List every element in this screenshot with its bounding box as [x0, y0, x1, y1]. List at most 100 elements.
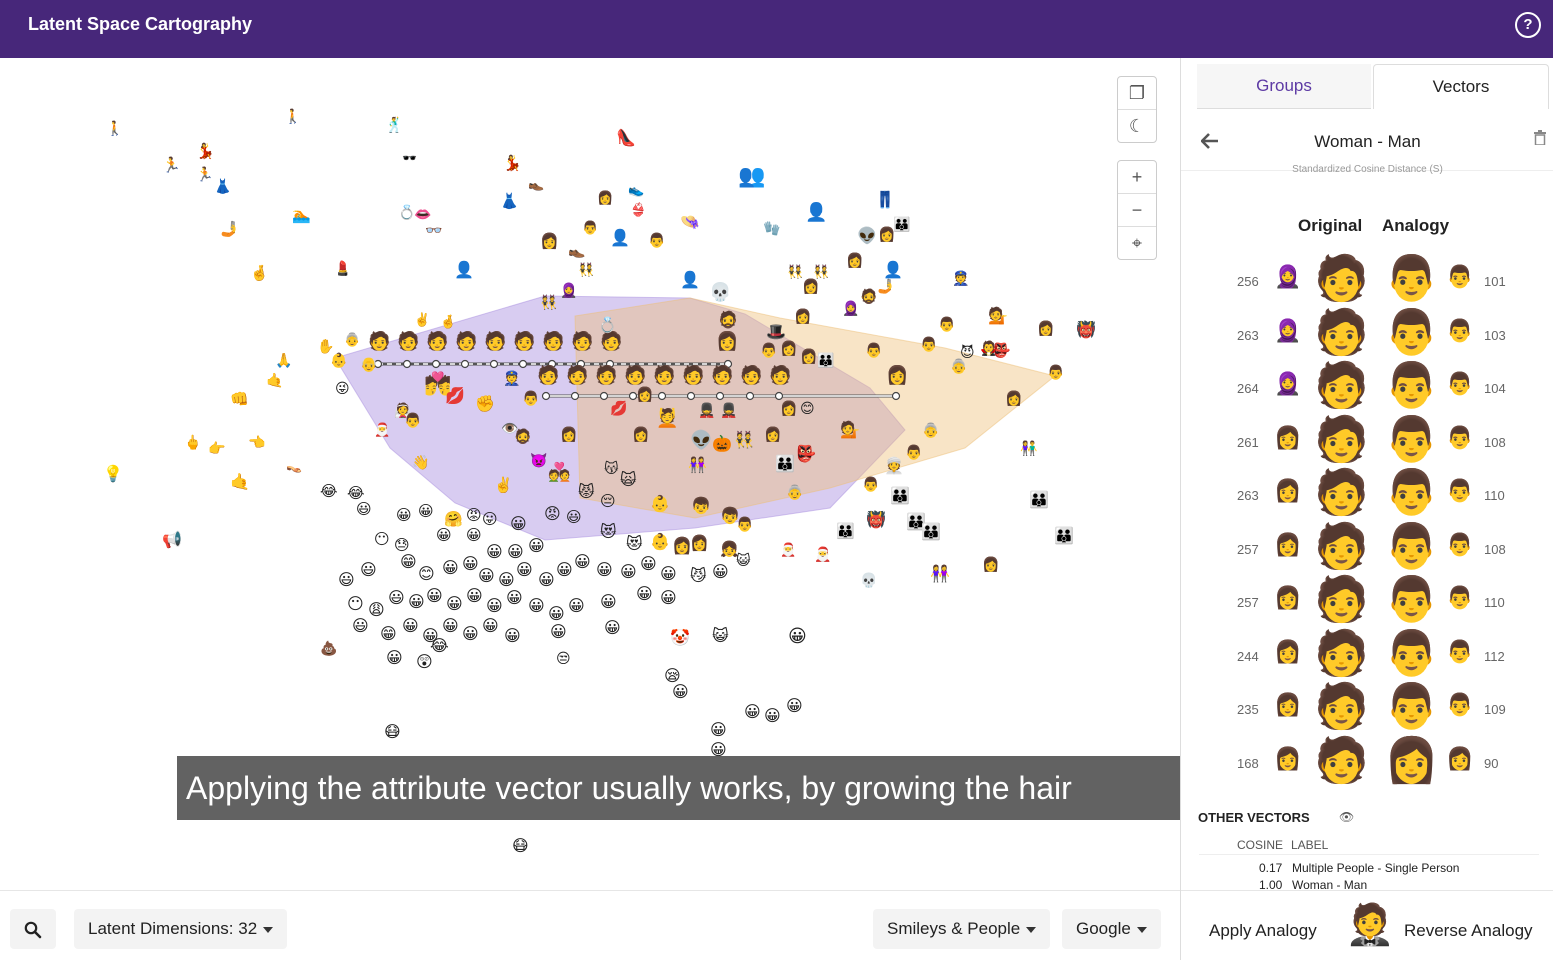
analogy-column-header: Analogy — [1382, 216, 1450, 235]
category-dropdown[interactable]: Smileys & People — [873, 909, 1051, 949]
analogy-distance: 110 — [1484, 488, 1505, 503]
analogy-row[interactable]: 168 👩 🧑 👩 👩 90 — [1181, 738, 1553, 791]
panel-actions: Apply Analogy 🤵 Reverse Analogy — [1181, 890, 1553, 961]
analogy-emoji: 👨 — [1384, 628, 1439, 678]
other-vector-label[interactable]: Multiple People - Single Person — [1292, 861, 1460, 875]
other-vectors-title: OTHER VECTORS — [1198, 810, 1310, 825]
analogy-emoji: 👨 — [1384, 414, 1439, 464]
original-emoji: 🧑 — [1314, 682, 1369, 731]
original-source-emoji: 👩 — [1274, 478, 1302, 503]
app-header: Latent Space Cartography ? — [0, 0, 1553, 58]
eye-icon[interactable]: 👁 — [1339, 810, 1355, 824]
original-source-emoji: 🧕 — [1274, 371, 1302, 396]
analogy-source-emoji: 👨 — [1446, 478, 1474, 503]
original-source-emoji: 👩 — [1274, 745, 1302, 771]
analogy-emoji: 👩 — [1384, 735, 1439, 785]
analogy-row[interactable]: 257 👩 🧑 👨 👨 108 — [1181, 524, 1553, 577]
analogy-distance: 110 — [1484, 595, 1505, 610]
analogy-row[interactable]: 263 🧕 🧑 👨 👨 103 — [1181, 310, 1553, 363]
category-label: Smileys & People — [887, 919, 1021, 938]
distance-caption: Standardized Cosine Distance (S) — [1292, 164, 1443, 174]
back-arrow-icon[interactable] — [1200, 132, 1219, 155]
original-distance: 168 — [1237, 755, 1259, 771]
analogy-distance: 108 — [1484, 541, 1506, 557]
analogy-distance: 104 — [1484, 381, 1506, 396]
analogy-row[interactable]: 256 🧕 🧑 👨 👨 101 — [1181, 256, 1553, 309]
trash-icon[interactable] — [1534, 130, 1546, 146]
analogy-source-emoji: 👨 — [1446, 424, 1474, 450]
analogy-source-emoji: 👨 — [1446, 692, 1474, 717]
original-emoji: 🧑 — [1314, 307, 1369, 357]
zoom-out-button[interactable]: − — [1118, 194, 1156, 227]
analogy-distance: 90 — [1484, 755, 1499, 771]
analogy-emoji: 👨 — [1384, 307, 1439, 357]
original-distance: 263 — [1237, 327, 1259, 343]
analogy-distance: 112 — [1484, 648, 1505, 664]
original-distance: 257 — [1237, 541, 1259, 557]
tab-groups[interactable]: Groups — [1197, 64, 1371, 109]
other-vector-label[interactable]: Woman - Man — [1292, 878, 1368, 892]
original-source-emoji: 👩 — [1274, 638, 1302, 664]
source-label: Google — [1076, 919, 1131, 938]
analogy-distance: 103 — [1484, 327, 1506, 343]
original-source-emoji: 👩 — [1274, 531, 1302, 557]
original-emoji: 🧑 — [1314, 468, 1369, 517]
original-emoji: 🧑 — [1314, 414, 1369, 464]
original-distance: 263 — [1237, 488, 1259, 503]
divider — [1199, 854, 1539, 855]
apply-analogy-button[interactable]: Apply Analogy — [1209, 921, 1317, 940]
original-distance: 244 — [1237, 648, 1259, 664]
analogy-source-emoji: 👩 — [1446, 745, 1474, 771]
analogy-emoji: 👨 — [1384, 468, 1439, 517]
analogy-row[interactable]: 264 🧕 🧑 👨 👨 104 — [1181, 363, 1553, 416]
original-emoji: 🧑 — [1314, 575, 1369, 624]
original-source-emoji: 👩 — [1274, 692, 1302, 717]
chevron-down-icon — [1026, 926, 1037, 933]
original-source-emoji: 🧕 — [1274, 317, 1302, 343]
analogy-emoji: 👨 — [1384, 254, 1439, 303]
vector-title: Woman - Man — [1314, 132, 1421, 151]
search-button[interactable] — [10, 909, 56, 949]
analogy-distance: 109 — [1484, 702, 1506, 717]
original-emoji: 🧑 — [1314, 254, 1369, 303]
latent-dimensions-dropdown[interactable]: Latent Dimensions: 32 — [74, 909, 288, 949]
original-emoji: 🧑 — [1314, 361, 1369, 410]
original-emoji: 🧑 — [1314, 735, 1369, 785]
night-mode-button[interactable]: ☾ — [1128, 116, 1146, 136]
analogy-row[interactable]: 263 👩 🧑 👨 👨 110 — [1181, 470, 1553, 523]
source-dropdown[interactable]: Google — [1062, 909, 1161, 949]
help-icon[interactable]: ? — [1515, 12, 1541, 38]
fullscreen-button[interactable]: ❐ — [1118, 77, 1156, 110]
analogy-source-emoji: 👨 — [1446, 585, 1474, 610]
tab-vectors[interactable]: Vectors — [1373, 64, 1549, 109]
analogy-source-emoji: 👨 — [1446, 531, 1474, 557]
original-emoji: 🧑 — [1314, 628, 1369, 678]
analogy-emoji: 👨 — [1384, 521, 1439, 571]
analogy-row[interactable]: 257 👩 🧑 👨 👨 110 — [1181, 577, 1553, 630]
original-distance: 235 — [1237, 702, 1259, 717]
chevron-down-icon — [1136, 926, 1147, 933]
original-column-header: Original — [1298, 216, 1363, 235]
video-caption: Applying the attribute vector usually wo… — [177, 756, 1180, 820]
analogy-row[interactable]: 261 👩 🧑 👨 👨 108 — [1181, 417, 1553, 470]
recenter-button[interactable]: ⌖ — [1131, 233, 1143, 253]
original-distance: 256 — [1237, 274, 1259, 289]
original-source-emoji: 👩 — [1274, 424, 1302, 450]
analogy-source-emoji: 👨 — [1446, 317, 1474, 343]
hull-layer — [334, 295, 1057, 541]
cosine-column-header: COSINE — [1237, 838, 1284, 852]
latent-space-canvas[interactable]: 🧑 🧑 🧑 🧑 🧑 🧑 🧑 🧑 🧑 👩 🧑 🧑 🧑 🧑 🧑 🧑 🧑 🧑 🧑 👩 🚶 🚶 🕺 🏃 💃 🏃 👗 👠 🕶️ 💃 👗 👞 👥 👩 👟 👙 👒… — [0, 58, 1180, 890]
reverse-analogy-button[interactable]: Reverse Analogy — [1404, 921, 1533, 940]
analogy-row[interactable]: 235 👩 🧑 👨 👨 109 — [1181, 684, 1553, 737]
group-hull-man — [574, 297, 1057, 519]
latent-dimensions-label: Latent Dimensions: 32 — [88, 919, 258, 938]
original-emoji: 🧑 — [1314, 521, 1369, 571]
original-source-emoji: 👩 — [1274, 585, 1302, 610]
original-source-emoji: 🧕 — [1274, 264, 1302, 289]
other-vector-cosine: 0.17 — [1259, 861, 1283, 875]
other-vector-cosine: 1.00 — [1259, 878, 1283, 892]
analogy-row[interactable]: 244 👩 🧑 👨 👨 112 — [1181, 631, 1553, 684]
group-hull-woman — [334, 295, 906, 541]
analogy-source-emoji: 👨 — [1446, 264, 1474, 289]
zoom-in-button[interactable]: + — [1118, 161, 1156, 194]
